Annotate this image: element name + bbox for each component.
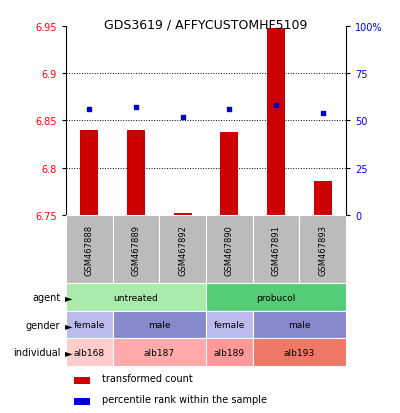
- Bar: [74, 377, 90, 384]
- Text: alb193: alb193: [284, 348, 315, 357]
- Text: GSM467893: GSM467893: [318, 224, 327, 275]
- Bar: [206, 339, 253, 366]
- Text: GSM467890: GSM467890: [225, 224, 234, 275]
- Text: individual: individual: [13, 347, 60, 357]
- Bar: [206, 284, 346, 311]
- Bar: [253, 339, 346, 366]
- Text: alb168: alb168: [74, 348, 105, 357]
- Text: male: male: [288, 320, 310, 330]
- Text: probucol: probucol: [256, 293, 296, 302]
- Bar: [74, 398, 90, 405]
- Bar: [253, 311, 346, 339]
- Bar: [206, 311, 253, 339]
- Bar: [174, 214, 192, 215]
- Text: GSM467892: GSM467892: [178, 224, 187, 275]
- Text: gender: gender: [26, 320, 60, 330]
- Bar: [113, 339, 206, 366]
- Text: GSM467889: GSM467889: [132, 224, 140, 275]
- Bar: [253, 215, 299, 284]
- Text: GSM467891: GSM467891: [272, 224, 280, 275]
- Bar: [314, 181, 332, 215]
- Text: ►: ►: [66, 347, 73, 357]
- Bar: [220, 133, 238, 215]
- Bar: [159, 215, 206, 284]
- Text: female: female: [214, 320, 245, 330]
- Text: transformed count: transformed count: [102, 373, 193, 383]
- Text: GDS3619 / AFFYCUSTOMHF5109: GDS3619 / AFFYCUSTOMHF5109: [104, 19, 308, 31]
- Text: female: female: [74, 320, 105, 330]
- Text: untreated: untreated: [114, 293, 158, 302]
- Text: GSM467888: GSM467888: [85, 224, 94, 275]
- Bar: [80, 131, 98, 215]
- Text: alb189: alb189: [214, 348, 245, 357]
- Text: alb187: alb187: [144, 348, 175, 357]
- Bar: [206, 215, 253, 284]
- Text: agent: agent: [32, 292, 60, 302]
- Text: ►: ►: [66, 320, 73, 330]
- Bar: [66, 339, 113, 366]
- Bar: [299, 215, 346, 284]
- Text: male: male: [148, 320, 170, 330]
- Text: ►: ►: [66, 292, 73, 302]
- Text: percentile rank within the sample: percentile rank within the sample: [102, 394, 267, 404]
- Bar: [66, 284, 206, 311]
- Bar: [66, 311, 113, 339]
- Bar: [113, 311, 206, 339]
- Bar: [66, 215, 113, 284]
- Bar: [267, 29, 285, 215]
- Bar: [113, 215, 159, 284]
- Bar: [127, 131, 145, 215]
